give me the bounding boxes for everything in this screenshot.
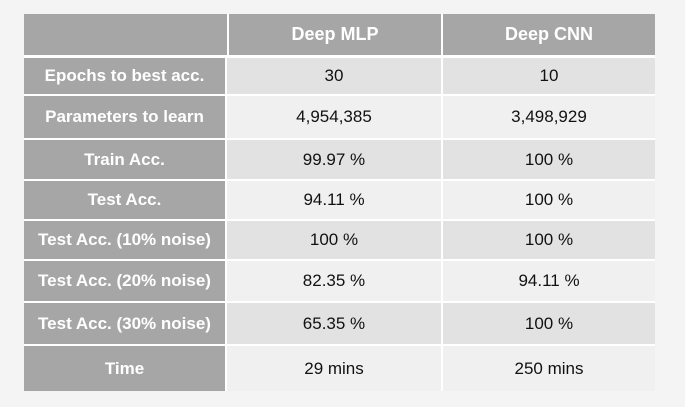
row-label-test-acc: Test Acc.	[24, 179, 227, 219]
cell-mlp-test-acc-20-noise: 82.35 %	[227, 259, 441, 301]
comparison-table: Deep MLP Deep CNN Epochs to best acc. 30…	[24, 14, 655, 391]
cell-mlp-time: 29 mins	[227, 344, 441, 391]
cell-cnn-test-acc-20-noise: 94.11 %	[441, 259, 655, 301]
cell-mlp-test-acc: 94.11 %	[227, 179, 441, 219]
header-deep-cnn: Deep CNN	[441, 14, 655, 58]
cell-mlp-epochs: 30	[227, 58, 441, 94]
cell-cnn-test-acc-10-noise: 100 %	[441, 219, 655, 259]
row-label-test-acc-30-noise: Test Acc. (30% noise)	[24, 301, 227, 344]
cell-mlp-parameters: 4,954,385	[227, 94, 441, 138]
row-label-test-acc-20-noise: Test Acc. (20% noise)	[24, 259, 227, 301]
header-corner	[24, 14, 227, 58]
cell-mlp-test-acc-10-noise: 100 %	[227, 219, 441, 259]
table-grid: Deep MLP Deep CNN Epochs to best acc. 30…	[24, 14, 655, 391]
row-label-parameters: Parameters to learn	[24, 94, 227, 138]
cell-mlp-test-acc-30-noise: 65.35 %	[227, 301, 441, 344]
cell-cnn-test-acc-30-noise: 100 %	[441, 301, 655, 344]
row-label-epochs: Epochs to best acc.	[24, 58, 227, 94]
row-label-test-acc-10-noise: Test Acc. (10% noise)	[24, 219, 227, 259]
cell-cnn-test-acc: 100 %	[441, 179, 655, 219]
cell-cnn-train-acc: 100 %	[441, 138, 655, 179]
header-deep-mlp: Deep MLP	[227, 14, 441, 58]
cell-cnn-time: 250 mins	[441, 344, 655, 391]
row-label-time: Time	[24, 344, 227, 391]
cell-cnn-parameters: 3,498,929	[441, 94, 655, 138]
cell-mlp-train-acc: 99.97 %	[227, 138, 441, 179]
cell-cnn-epochs: 10	[441, 58, 655, 94]
row-label-train-acc: Train Acc.	[24, 138, 227, 179]
